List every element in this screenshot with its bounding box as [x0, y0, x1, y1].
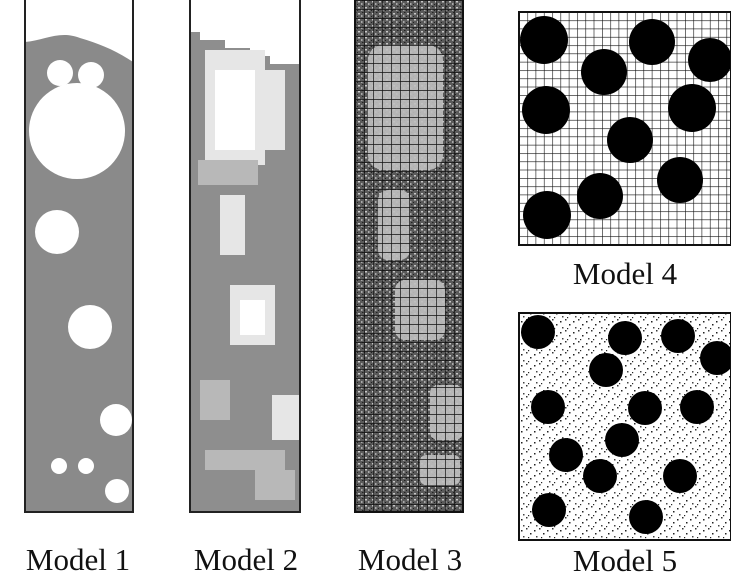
- particle: [688, 38, 731, 82]
- panel-shape: [240, 300, 265, 335]
- particle: [608, 321, 642, 355]
- model-1-panel: [25, 0, 133, 512]
- particle: [51, 458, 67, 474]
- panel-shape: [205, 450, 285, 470]
- particle: [668, 84, 716, 132]
- particle: [531, 390, 565, 424]
- particle: [657, 157, 703, 203]
- particle: [100, 404, 132, 436]
- particle: [35, 210, 79, 254]
- model-label: Model 1: [26, 542, 130, 577]
- model-label: Model 3: [358, 542, 462, 577]
- model-label: Model 2: [194, 542, 298, 577]
- particle: [680, 390, 714, 424]
- model-5-panel: [519, 313, 731, 540]
- panel-shape: [272, 395, 300, 440]
- model-label: Model 5: [573, 543, 677, 578]
- particle: [522, 86, 570, 134]
- particle: [583, 459, 617, 493]
- particle: [47, 60, 73, 86]
- particle: [105, 479, 129, 503]
- particle: [521, 315, 555, 349]
- model-4-panel: [519, 12, 731, 245]
- panel-shape: [200, 380, 230, 420]
- particle: [589, 353, 623, 387]
- particle: [628, 391, 662, 425]
- panel-shape: [198, 160, 258, 185]
- particle: [520, 16, 568, 64]
- particle: [661, 319, 695, 353]
- particle: [29, 83, 125, 179]
- model-2-panel: [190, 0, 300, 512]
- particle: [577, 173, 623, 219]
- panel-shape: [215, 70, 255, 150]
- particle: [629, 19, 675, 65]
- particle: [68, 305, 112, 349]
- figure: Model 1 Model 2 Model 3 Model 4 Model 5: [0, 0, 731, 578]
- page: Model 1 Model 2 Model 3 Model 4 Model 5 …: [0, 0, 731, 578]
- panel-shape: [355, 0, 463, 512]
- particle: [607, 117, 653, 163]
- particle: [549, 438, 583, 472]
- panel-shape: [220, 195, 245, 255]
- panel-shape: [265, 70, 285, 150]
- particle: [523, 191, 571, 239]
- particle: [532, 493, 566, 527]
- particle: [78, 458, 94, 474]
- particle: [605, 423, 639, 457]
- particle: [629, 500, 663, 534]
- panel-shape: [255, 470, 295, 500]
- particle: [581, 49, 627, 95]
- model-3-panel: [355, 0, 463, 512]
- particle: [663, 459, 697, 493]
- model-label: Model 4: [573, 256, 678, 291]
